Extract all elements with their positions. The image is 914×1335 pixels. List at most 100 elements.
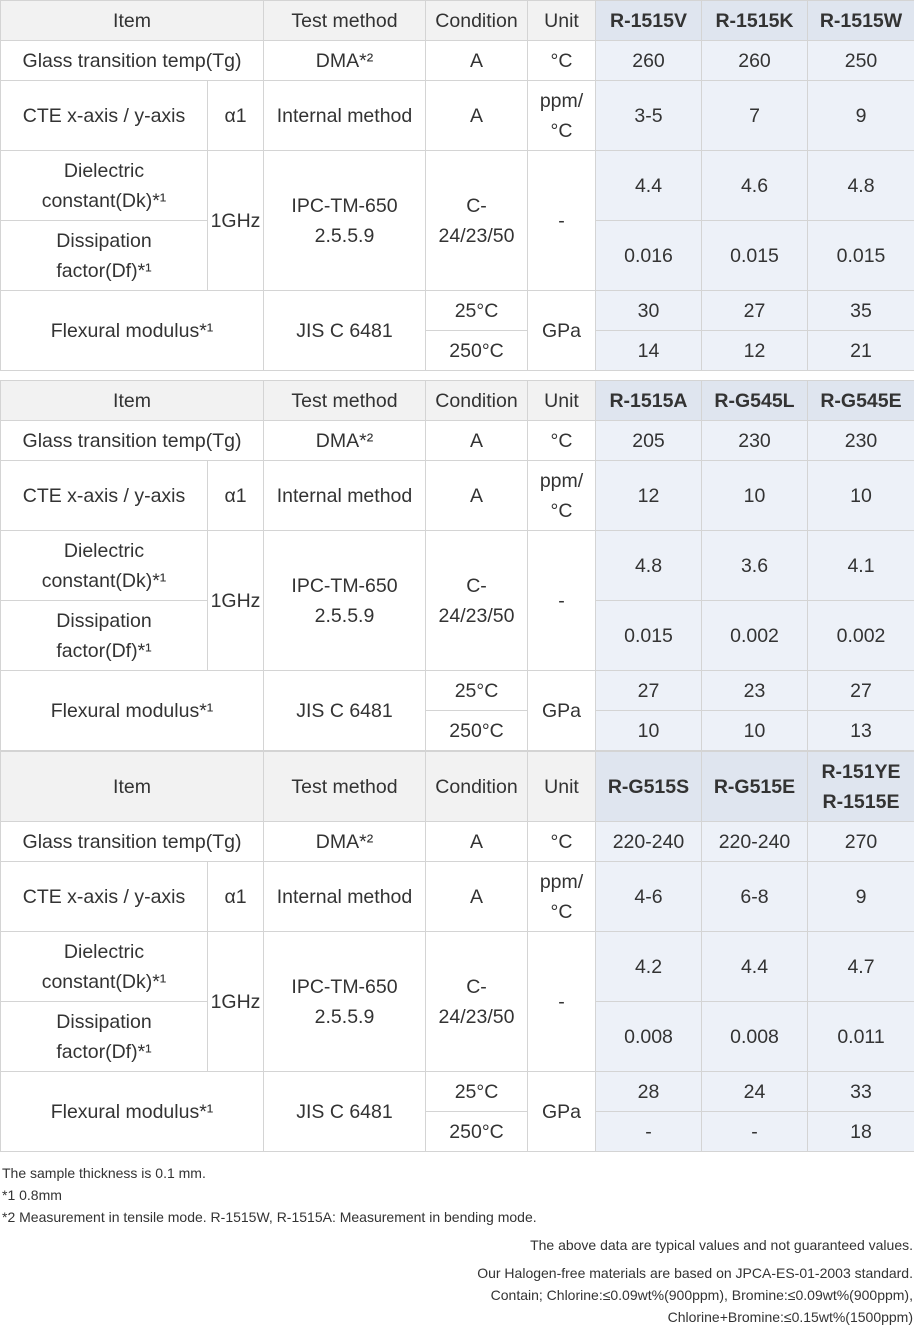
- condition-25c: 25°C: [425, 290, 528, 331]
- value-flex250-text: 14: [637, 339, 660, 362]
- label-dk-text: constant(Dk)*¹: [41, 569, 167, 592]
- product-name-text: R-1515V: [610, 9, 687, 32]
- method-jis: JIS C 6481: [263, 670, 426, 751]
- value-flex25: 28: [595, 1071, 702, 1112]
- value-cte: 6-8: [701, 861, 808, 932]
- label-tg-text: Glass transition temp(Tg): [22, 429, 242, 452]
- header-test-method: Test method: [263, 380, 426, 421]
- condition-c-text: C-: [466, 975, 487, 998]
- method-jis-text: JIS C 6481: [296, 319, 393, 342]
- condition-25c-text: 25°C: [454, 679, 499, 702]
- product-name-text: R-1515A: [609, 389, 688, 412]
- product-name-text: R-1515K: [715, 9, 794, 32]
- method-ipc-text: IPC-TM-650: [291, 975, 398, 998]
- value-df-text: 0.015: [624, 624, 673, 647]
- value-dk-text: 4.8: [634, 554, 663, 577]
- note-1: *1 0.8mm: [2, 1187, 62, 1203]
- value-tg-text: 260: [738, 49, 771, 72]
- note-halogen-3: Chlorine+Bromine:≤0.15wt%(1500ppm): [667, 1309, 913, 1325]
- value-tg-text: 250: [844, 49, 878, 72]
- condition-a-text: A: [469, 885, 483, 908]
- value-cte: 10: [807, 460, 914, 531]
- product-name: R-1515K: [701, 0, 808, 41]
- value-flex25: 24: [701, 1071, 808, 1112]
- unit-ppm: ppm/ °C: [527, 861, 596, 932]
- unit-ppm-text: ppm/: [539, 469, 584, 492]
- label-alpha1: α1: [207, 80, 264, 151]
- method-dma-text: DMA*²: [315, 429, 374, 452]
- value-cte: 9: [807, 80, 914, 151]
- unit-dash-text: -: [558, 589, 565, 612]
- value-dk: 4.8: [807, 150, 914, 221]
- label-tg: Glass transition temp(Tg): [0, 420, 264, 461]
- product-name-text: R-G515E: [713, 775, 796, 798]
- header-unit-text: Unit: [544, 389, 579, 412]
- table-row: Glass transition temp(Tg) DMA*² A °C 220-240…: [0, 821, 914, 862]
- condition-c: C- 24/23/50: [425, 931, 528, 1072]
- label-df-text: factor(Df)*¹: [56, 259, 152, 282]
- value-dk: 4.2: [595, 931, 702, 1002]
- unit-gpa-text: GPa: [541, 1100, 582, 1123]
- product-name: R-151YE R-1515E: [807, 751, 914, 822]
- value-dk-text: 4.1: [847, 554, 875, 577]
- unit-ppm: ppm/ °C: [527, 460, 596, 531]
- unit-ppm-text: °C: [550, 119, 573, 142]
- label-flex-text: Flexural modulus*¹: [50, 319, 214, 342]
- label-dk: Dielectric constant(Dk)*¹: [0, 150, 208, 221]
- label-alpha1: α1: [207, 460, 264, 531]
- spec-table: Item Test method Condition Unit R-1515A R-G54…: [0, 380, 914, 751]
- method-dma-text: DMA*²: [315, 830, 374, 853]
- value-flex25: 27: [701, 290, 808, 331]
- value-flex25-text: 27: [850, 679, 872, 702]
- condition-a: A: [425, 460, 528, 531]
- label-dk: Dielectric constant(Dk)*¹: [0, 931, 208, 1002]
- value-cte: 7: [701, 80, 808, 151]
- value-dk: 4.1: [807, 530, 914, 601]
- unit-dash-text: -: [558, 990, 565, 1013]
- condition-c-text: 24/23/50: [438, 604, 515, 627]
- table-row: Flexural modulus*¹ JIS C 6481 25°C GPa 27 23 2…: [0, 670, 914, 751]
- unit-deg-c-text: °C: [550, 830, 573, 853]
- unit-gpa: GPa: [527, 290, 596, 371]
- header-test-method-text: Test method: [291, 9, 398, 32]
- table-row: Glass transition temp(Tg) DMA*² A °C 205 230 2…: [0, 420, 914, 461]
- label-tg-text: Glass transition temp(Tg): [22, 830, 242, 853]
- value-tg: 230: [701, 420, 808, 461]
- note-2: *2 Measurement in tensile mode. R-1515W,…: [2, 1209, 537, 1225]
- header-test-method: Test method: [263, 0, 426, 41]
- value-dk-text: 4.8: [847, 174, 875, 197]
- label-dk: Dielectric constant(Dk)*¹: [0, 530, 208, 601]
- header-item: Item: [0, 0, 264, 41]
- value-flex250-text: 13: [850, 719, 872, 742]
- header-item-text: Item: [113, 389, 151, 412]
- table-row: Dissipation factor(Df)*¹ 0.016 0.015 0.015: [0, 220, 914, 291]
- unit-deg-c-text: °C: [550, 429, 573, 452]
- label-alpha1: α1: [207, 861, 264, 932]
- condition-250c: 250°C: [425, 710, 528, 751]
- value-flex250: 12: [701, 330, 808, 371]
- value-flex25-text: 23: [743, 679, 766, 702]
- condition-a: A: [425, 861, 528, 932]
- value-tg: 260: [595, 40, 702, 81]
- condition-250c: 250°C: [425, 330, 528, 371]
- method-ipc: IPC-TM-650 2.5.5.9: [263, 931, 426, 1072]
- label-tg: Glass transition temp(Tg): [0, 40, 264, 81]
- value-df: 0.016: [595, 220, 702, 291]
- label-df: Dissipation factor(Df)*¹: [0, 1001, 208, 1072]
- header-condition: Condition: [425, 0, 528, 41]
- method-internal-text: Internal method: [276, 104, 413, 127]
- value-df: 0.011: [807, 1001, 914, 1072]
- value-df-text: 0.008: [624, 1025, 673, 1048]
- method-internal-text: Internal method: [276, 484, 413, 507]
- unit-gpa-text: GPa: [541, 319, 582, 342]
- condition-a: A: [425, 821, 528, 862]
- table-row: Item Test method Condition Unit R-1515A R-G54…: [0, 380, 914, 421]
- label-frequency: 1GHz: [207, 150, 264, 291]
- label-dk-text: Dielectric: [63, 940, 145, 963]
- value-tg: 230: [807, 420, 914, 461]
- label-frequency-text: 1GHz: [210, 209, 261, 232]
- label-dk-text: constant(Dk)*¹: [41, 970, 167, 993]
- value-flex250: 10: [701, 710, 808, 751]
- label-flex: Flexural modulus*¹: [0, 670, 264, 751]
